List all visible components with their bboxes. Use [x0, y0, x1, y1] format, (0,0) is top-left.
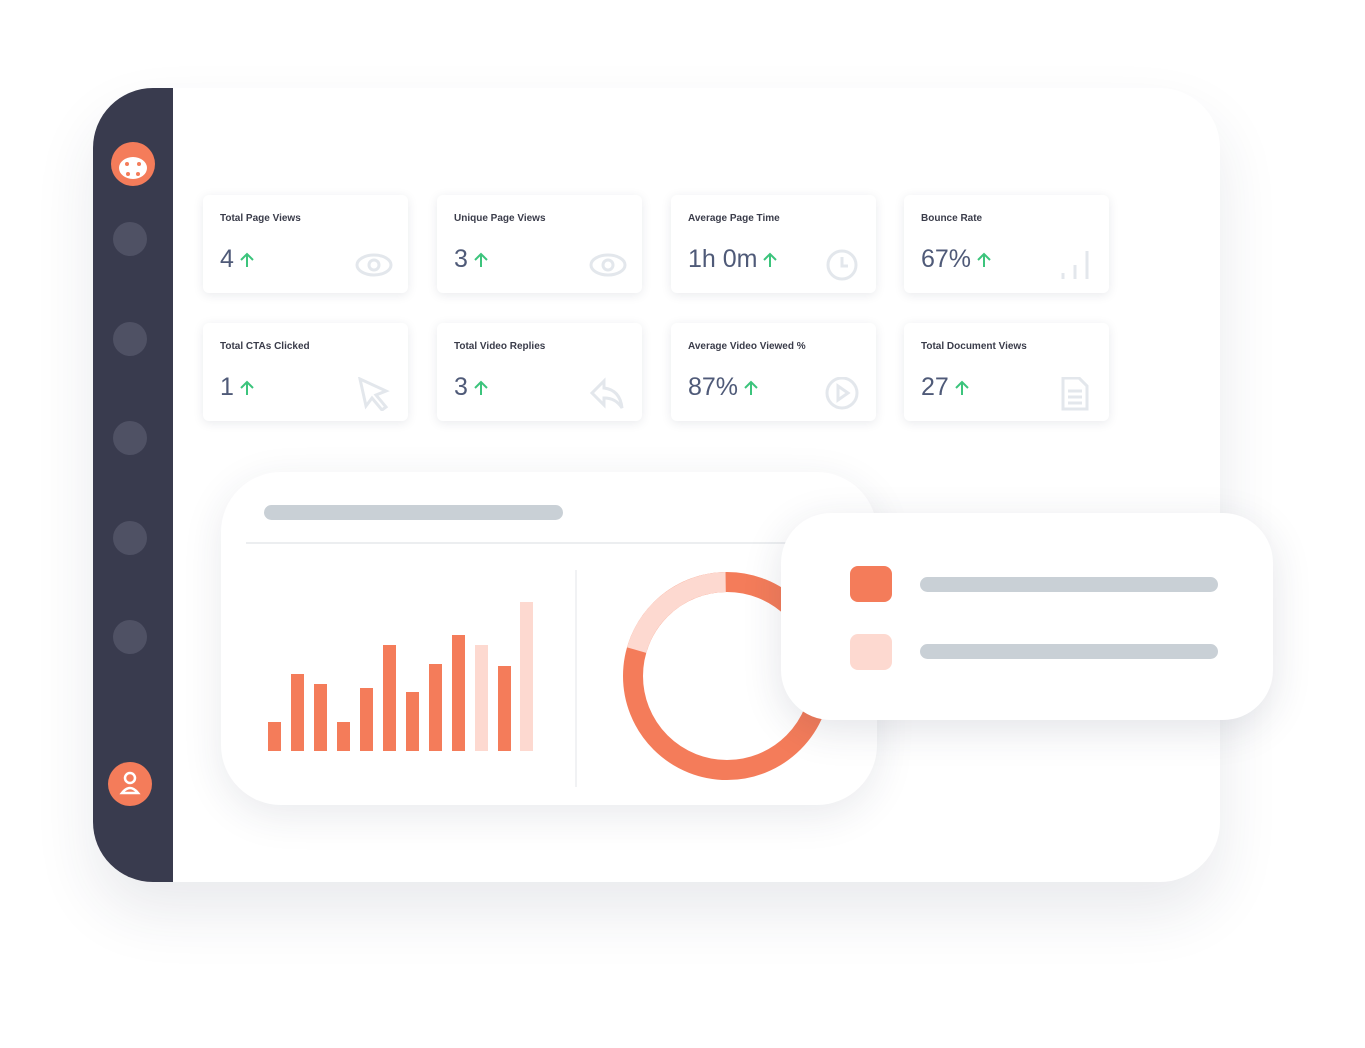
stat-card: Bounce Rate 67% [904, 195, 1109, 293]
trend-up-icon [474, 380, 488, 395]
stat-card: Average Video Viewed % 87% [671, 323, 876, 421]
trend-up-icon [977, 252, 991, 267]
stat-card: Total CTAs Clicked 1 [203, 323, 408, 421]
trend-up-icon [955, 380, 969, 395]
stat-label: Total CTAs Clicked [220, 341, 310, 352]
stat-card: Average Page Time 1h 0m [671, 195, 876, 293]
trend-up-icon [474, 252, 488, 267]
stat-value: 3 [454, 373, 468, 401]
stat-value-row: 87% [688, 373, 758, 402]
stat-value-row: 1 [220, 373, 254, 402]
stat-value-row: 4 [220, 245, 254, 274]
profile-button[interactable] [93, 760, 173, 810]
stat-icon [1061, 377, 1089, 411]
stat-value: 87% [688, 373, 739, 401]
stat-label: Total Document Views [921, 341, 1027, 352]
stat-card: Total Page Views 4 [203, 195, 408, 293]
trend-up-icon [744, 380, 758, 395]
stat-value: 4 [220, 245, 234, 273]
nav-item[interactable] [113, 322, 147, 356]
stat-label: Average Video Viewed % [688, 341, 806, 352]
chart-illustration [246, 505, 831, 787]
stat-card: Total Document Views 27 [904, 323, 1109, 421]
nav-item[interactable] [113, 222, 147, 256]
trend-up-icon [240, 380, 254, 395]
nav-item[interactable] [113, 620, 147, 654]
stat-label: Average Page Time [688, 213, 780, 224]
stat-value: 1 [220, 373, 234, 401]
trend-up-icon [240, 252, 254, 267]
stat-value-row: 27 [921, 373, 969, 402]
nav-item[interactable] [113, 421, 147, 455]
stat-value-row: 1h 0m [688, 245, 778, 274]
chart-card [221, 472, 877, 805]
stat-icon [1061, 251, 1089, 279]
stat-card: Unique Page Views 3 [437, 195, 642, 293]
trend-up-icon [763, 252, 778, 267]
legend-illustration [850, 566, 1218, 670]
stat-card: Total Video Replies 3 [437, 323, 642, 421]
stat-value: 3 [454, 245, 468, 273]
stat-icon [826, 249, 858, 281]
stat-label: Bounce Rate [921, 213, 983, 224]
stat-icon [358, 377, 390, 411]
stat-icon [589, 253, 627, 277]
sidebar [93, 88, 173, 882]
stat-value-row: 3 [454, 373, 488, 402]
logo [111, 142, 155, 186]
stat-value: 1h 0m [688, 245, 758, 273]
stat-icon [355, 253, 393, 277]
stat-value: 27 [921, 373, 949, 401]
stat-label: Unique Page Views [454, 213, 546, 224]
stat-icon [825, 377, 859, 410]
stat-value-row: 3 [454, 245, 488, 274]
stat-label: Total Video Replies [454, 341, 546, 352]
stat-label: Total Page Views [220, 213, 301, 224]
stat-value-row: 67% [921, 245, 991, 274]
nav-item[interactable] [113, 521, 147, 555]
stat-icon [589, 377, 624, 409]
legend-card [781, 513, 1273, 720]
stat-value: 67% [921, 245, 972, 273]
